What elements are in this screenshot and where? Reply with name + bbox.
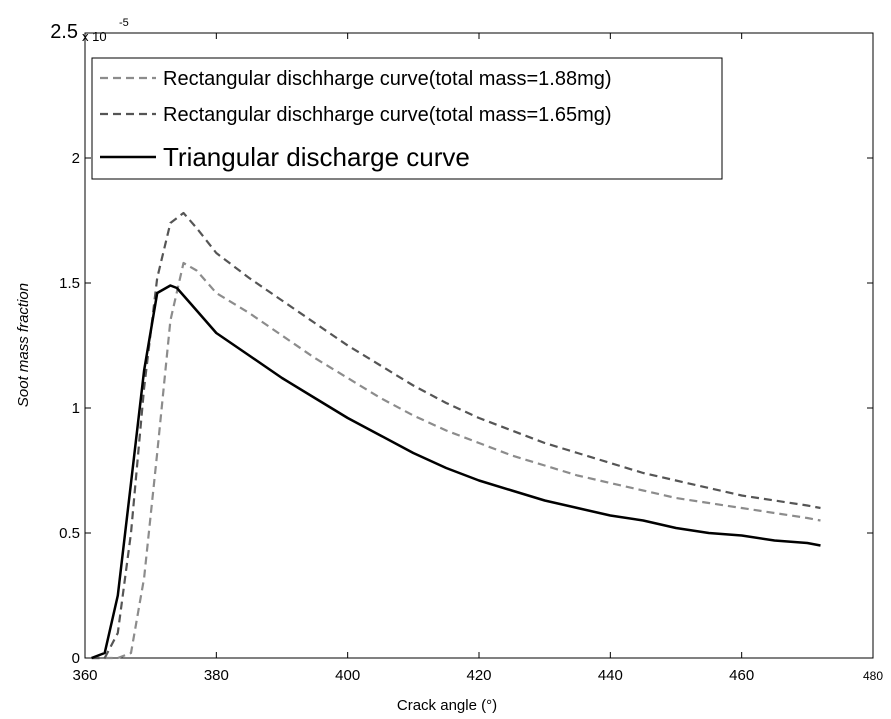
series-line-2	[91, 211, 821, 660]
legend-box	[91, 57, 723, 180]
x-axis-label: Crack angle (°)	[397, 697, 497, 714]
legend: Rectangular dischharge curve(total mass=…	[91, 57, 723, 180]
y-tick-label: 0.5	[59, 525, 80, 542]
y-tick-label: 2.5	[50, 21, 78, 43]
x-tick-label: 480	[863, 669, 883, 683]
y-tick-label: 2	[72, 150, 80, 167]
y-axis-label: Soot mass fraction	[15, 283, 32, 407]
y-tick-label: 1.5	[59, 275, 80, 292]
series-layer	[91, 211, 821, 660]
y-exponent-value: -5	[119, 17, 129, 29]
y-tick-label: 0	[72, 650, 80, 667]
legend-label-2: Rectangular dischharge curve(total mass=…	[163, 104, 612, 126]
x-tick-label: 380	[204, 667, 229, 684]
legend-label-1: Rectangular dischharge curve(total mass=…	[163, 68, 612, 90]
series-line-3	[91, 284, 821, 660]
y-ticks: 0 0.5 1 1.5 2 2.5	[50, 21, 873, 667]
x-tick-label: 400	[335, 667, 360, 684]
x-tick-label: 420	[466, 667, 491, 684]
legend-label-3: Triangular discharge curve	[163, 142, 470, 172]
x-tick-label: 360	[72, 667, 97, 684]
x-ticks: 360 380 400 420 440 460 480	[72, 33, 883, 684]
x-tick-label: 440	[598, 667, 623, 684]
series-line-1	[91, 261, 821, 660]
y-exponent-label: x 10	[82, 29, 107, 44]
x-tick-label: 460	[729, 667, 754, 684]
y-tick-label: 1	[72, 400, 80, 417]
